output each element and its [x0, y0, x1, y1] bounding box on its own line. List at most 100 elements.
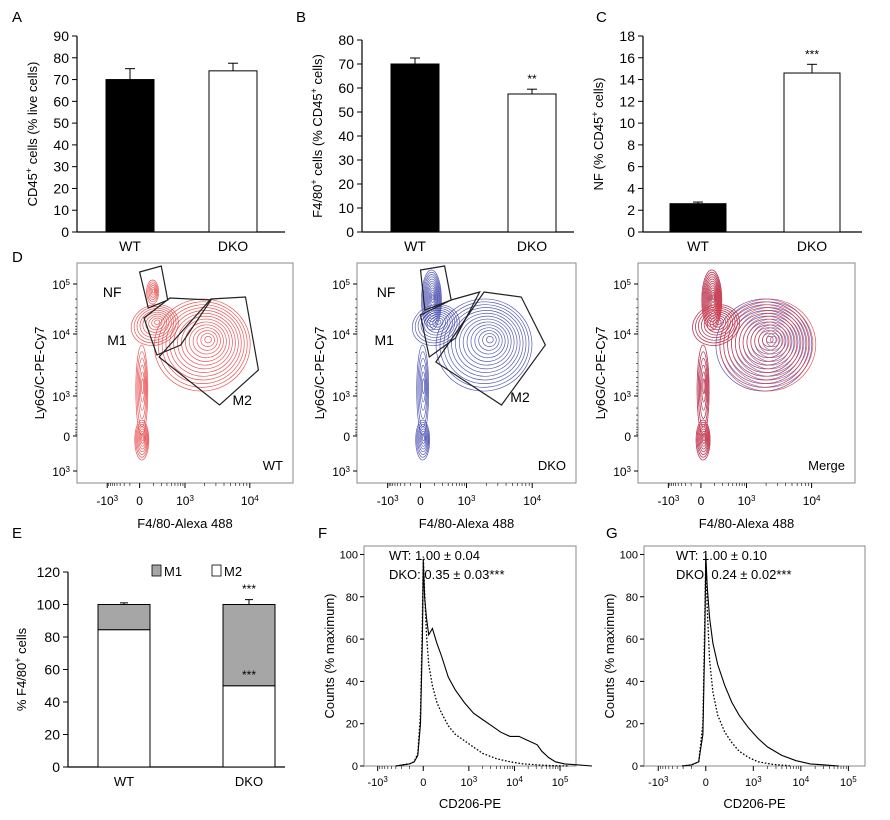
bar-dko-m1: [222, 604, 276, 687]
tick-base: 10: [803, 494, 817, 508]
gate-m2: [434, 291, 547, 406]
tick-exp: 3: [66, 390, 71, 399]
contour-line: [148, 283, 158, 300]
legend-label: M1: [164, 564, 182, 579]
x-tick-label: 103: [176, 494, 194, 509]
contour-line: [141, 378, 144, 395]
bar-wt-m1: [97, 604, 151, 631]
category-label: WT: [114, 774, 134, 789]
contour-line: [422, 271, 442, 328]
contour-line: [181, 318, 230, 366]
y-tick-label: 20: [338, 176, 354, 192]
legend-label: M2: [224, 564, 242, 579]
contour-line: [703, 274, 721, 325]
contour-line: [420, 430, 427, 447]
contour-line: [428, 287, 437, 309]
y-tick-label: 0: [343, 430, 350, 444]
contour-line: [421, 269, 442, 331]
category-label: DKO: [235, 774, 263, 789]
y-tick-label: 10: [338, 200, 354, 216]
y-tick-label: 6: [627, 159, 635, 175]
y-tick-label: 104: [332, 328, 350, 343]
y-label-part: cells: [14, 627, 29, 657]
tick-exp: 3: [383, 775, 388, 784]
tick-base: 10: [738, 494, 752, 508]
contour-line: [139, 430, 146, 447]
tick-exp: 4: [805, 775, 810, 784]
tick-base: -10: [96, 494, 114, 508]
contour-line: [136, 308, 175, 341]
tick-base: 10: [506, 777, 518, 789]
contour-line: [478, 330, 500, 351]
y-tick-label: 60: [626, 634, 638, 646]
y-label-sup: +: [309, 179, 319, 184]
contour-line: [140, 433, 145, 444]
contour-line: [136, 351, 148, 428]
y-label-part: CD45: [25, 173, 40, 206]
y-label-part: % F4/80: [14, 663, 29, 711]
x-axis-label: F4/80-Alexa 488: [699, 516, 794, 531]
significance-marker: ***: [242, 582, 256, 596]
plot-frame: [356, 262, 577, 484]
y-tick-label: 80: [338, 32, 354, 48]
tick-base: 10: [332, 278, 346, 292]
x-axis-label: F4/80-Alexa 488: [419, 516, 514, 531]
contour-line: [426, 283, 438, 314]
histogram-line-wt: [395, 560, 593, 767]
tick-base: 0: [417, 494, 424, 508]
tick-base: 10: [792, 777, 804, 789]
gate-label-m2: M2: [233, 392, 253, 408]
contour-line: [419, 428, 428, 450]
panel-e-chart: 0 20 40 60 80 100 120 WT DKO *** *** M1 M2 % F4/80+ c…: [13, 564, 285, 789]
contour-line: [708, 285, 718, 312]
contour-line: [145, 313, 168, 333]
y-tick-label: 18: [619, 28, 635, 44]
y-tick-label: 10: [619, 115, 635, 131]
contour-line: [711, 292, 716, 303]
tick-exp: 4: [537, 494, 542, 503]
contour-line: [157, 301, 248, 388]
x-tick-label: 0: [703, 777, 709, 789]
stats-annotation: DKO: 0.24 ± 0.02***: [676, 567, 792, 582]
contour-line: [141, 435, 144, 442]
contour-line: [447, 307, 524, 381]
y-tick-label: 14: [619, 72, 635, 88]
y-axis-label: CD45+ cells (% live cells): [24, 62, 40, 207]
tick-base: 10: [52, 465, 66, 479]
bar-dko: [507, 93, 557, 233]
tick-exp: 3: [394, 494, 399, 503]
legend-swatch: [211, 564, 222, 577]
y-tick-label: 103: [613, 390, 631, 405]
histogram-line-wt: [681, 554, 839, 767]
y-tick-label: 105: [52, 278, 70, 293]
tick-base: 10: [613, 278, 627, 292]
tick-base: 10: [523, 494, 537, 508]
contour-line: [455, 312, 518, 373]
x-tick-label: 0: [698, 494, 705, 508]
tick-base: 10: [458, 494, 472, 508]
tick-exp: 4: [346, 328, 351, 337]
y-label-part: cells): [591, 78, 606, 112]
contour-line: [699, 358, 708, 419]
contour-line: [451, 310, 521, 377]
tick-exp: 3: [114, 494, 119, 503]
x-tick-label: 103: [458, 494, 476, 509]
contour-line: [742, 315, 799, 370]
contour-line: [466, 321, 509, 362]
contour-line: [696, 344, 710, 436]
contour-line: [482, 333, 497, 347]
y-tick-label: 20: [346, 719, 358, 731]
stats-annotation: DKO: 0.35 ± 0.03***: [389, 567, 505, 582]
tick-base: 10: [241, 494, 255, 508]
tick-base: -10: [367, 777, 383, 789]
x-tick-label: 104: [241, 494, 259, 509]
y-tick-label: 60: [346, 634, 358, 646]
y-tick-label: 0: [352, 761, 358, 773]
contour-line: [702, 435, 706, 442]
tick-exp: 3: [471, 494, 476, 503]
tick-base: 0: [343, 430, 350, 444]
